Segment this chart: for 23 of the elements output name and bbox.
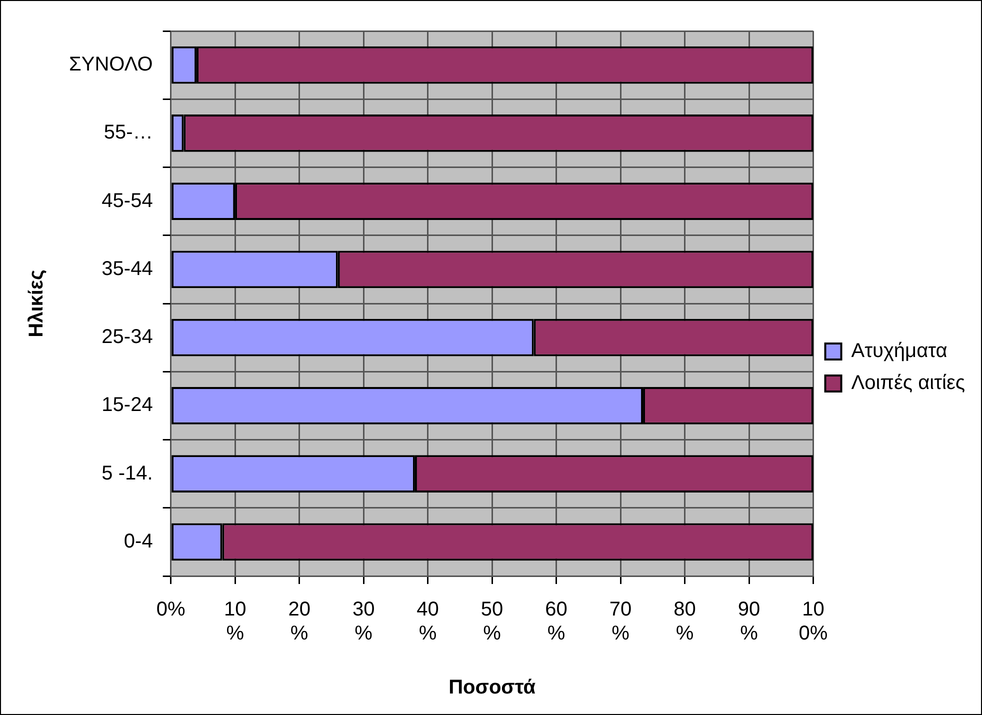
x-tick-label: 50% <box>480 598 504 645</box>
y-tick-label: 55-… <box>104 122 153 144</box>
x-tick-label: 100% <box>798 598 828 645</box>
x-tick-label: 30% <box>352 598 375 645</box>
y-tick-label: 0-4 <box>124 530 153 552</box>
y-tick-label: 45-54 <box>102 190 153 212</box>
x-tick-label: 80% <box>674 598 696 645</box>
x-tick-label: 10% <box>224 598 246 645</box>
x-tick-label: 70% <box>609 598 632 645</box>
x-tick-label: 60% <box>545 598 568 645</box>
x-tick-label: 20% <box>288 598 310 645</box>
x-axis-title: Ποσοστά <box>448 676 536 699</box>
x-tick-label: 40% <box>416 598 439 645</box>
y-tick-label: 25-34 <box>102 326 153 348</box>
x-tick-label: 90% <box>738 598 760 645</box>
y-tick-label: 15-24 <box>102 394 153 416</box>
legend-label: Ατυχήματα <box>851 340 948 362</box>
x-tick-label: 0% <box>156 598 186 621</box>
y-axis-title: Ηλικίες <box>26 270 48 338</box>
y-tick-label: ΣΥΝΟΛΟ <box>68 54 153 76</box>
y-tick-label: 5 -14. <box>102 462 153 484</box>
y-tick-label: 35-44 <box>102 258 153 280</box>
legend-label: Λοιπές αιτίες <box>851 372 966 394</box>
